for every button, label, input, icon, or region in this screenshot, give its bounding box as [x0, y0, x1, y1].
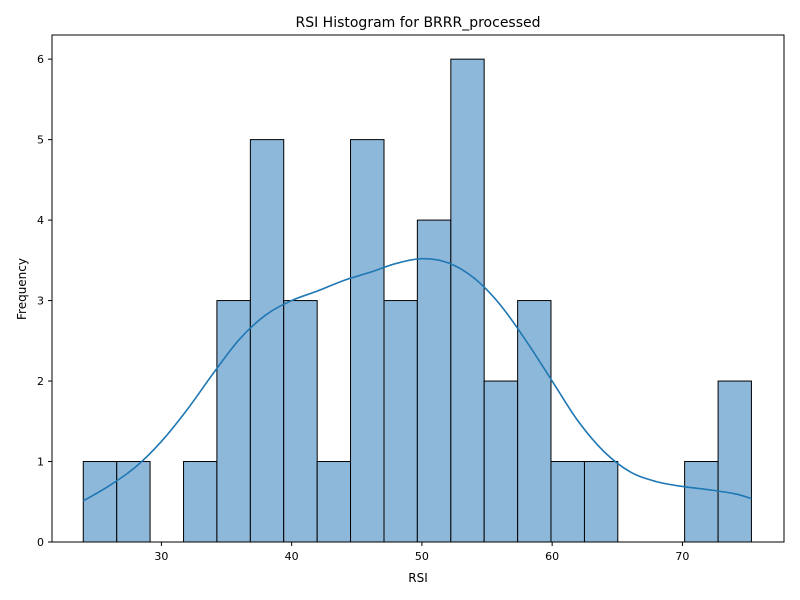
- x-axis-ticks: 30 40 50 60 70: [154, 542, 689, 563]
- y-tick-label: 1: [37, 456, 44, 469]
- bars-group: [82, 58, 752, 543]
- y-tick-label: 3: [37, 295, 44, 308]
- kde-line: [82, 257, 752, 502]
- histogram-bar: [583, 461, 619, 543]
- x-tick-label: 40: [285, 550, 299, 563]
- kde-group: [82, 257, 752, 502]
- y-tick-label: 5: [37, 134, 44, 147]
- histogram-bar: [717, 380, 752, 543]
- histogram-bar: [283, 300, 318, 543]
- histogram-bar: [483, 380, 519, 543]
- plot-frame: [51, 34, 785, 543]
- y-tick-label: 2: [37, 375, 44, 388]
- x-tick-label: 60: [545, 550, 559, 563]
- histogram-bar: [316, 461, 352, 543]
- histogram-bar: [550, 461, 585, 543]
- histogram-bar: [183, 461, 218, 543]
- histogram-bar: [82, 461, 118, 543]
- histogram-bar: [350, 139, 385, 543]
- histogram-bar: [216, 300, 251, 543]
- x-tick-label: 30: [154, 550, 168, 563]
- histogram-bar: [383, 300, 418, 543]
- histogram-bar: [450, 58, 485, 543]
- chart-title: RSI Histogram for BRRR_processed: [295, 15, 540, 31]
- histogram-bar: [116, 461, 151, 543]
- histogram-bar: [684, 461, 719, 543]
- x-tick-label: 50: [415, 550, 429, 563]
- histogram-bar: [249, 139, 285, 543]
- y-axis-label: Frequency: [15, 258, 29, 320]
- y-tick-label: 0: [37, 536, 44, 549]
- x-axis-label: RSI: [408, 571, 428, 585]
- histogram-bar: [416, 219, 452, 543]
- y-tick-label: 4: [37, 214, 44, 227]
- x-tick-label: 70: [675, 550, 689, 563]
- y-tick-label: 6: [37, 53, 44, 66]
- histogram-bar: [517, 300, 552, 543]
- y-axis-ticks: 0 1 2 3 4 5 6: [37, 53, 52, 549]
